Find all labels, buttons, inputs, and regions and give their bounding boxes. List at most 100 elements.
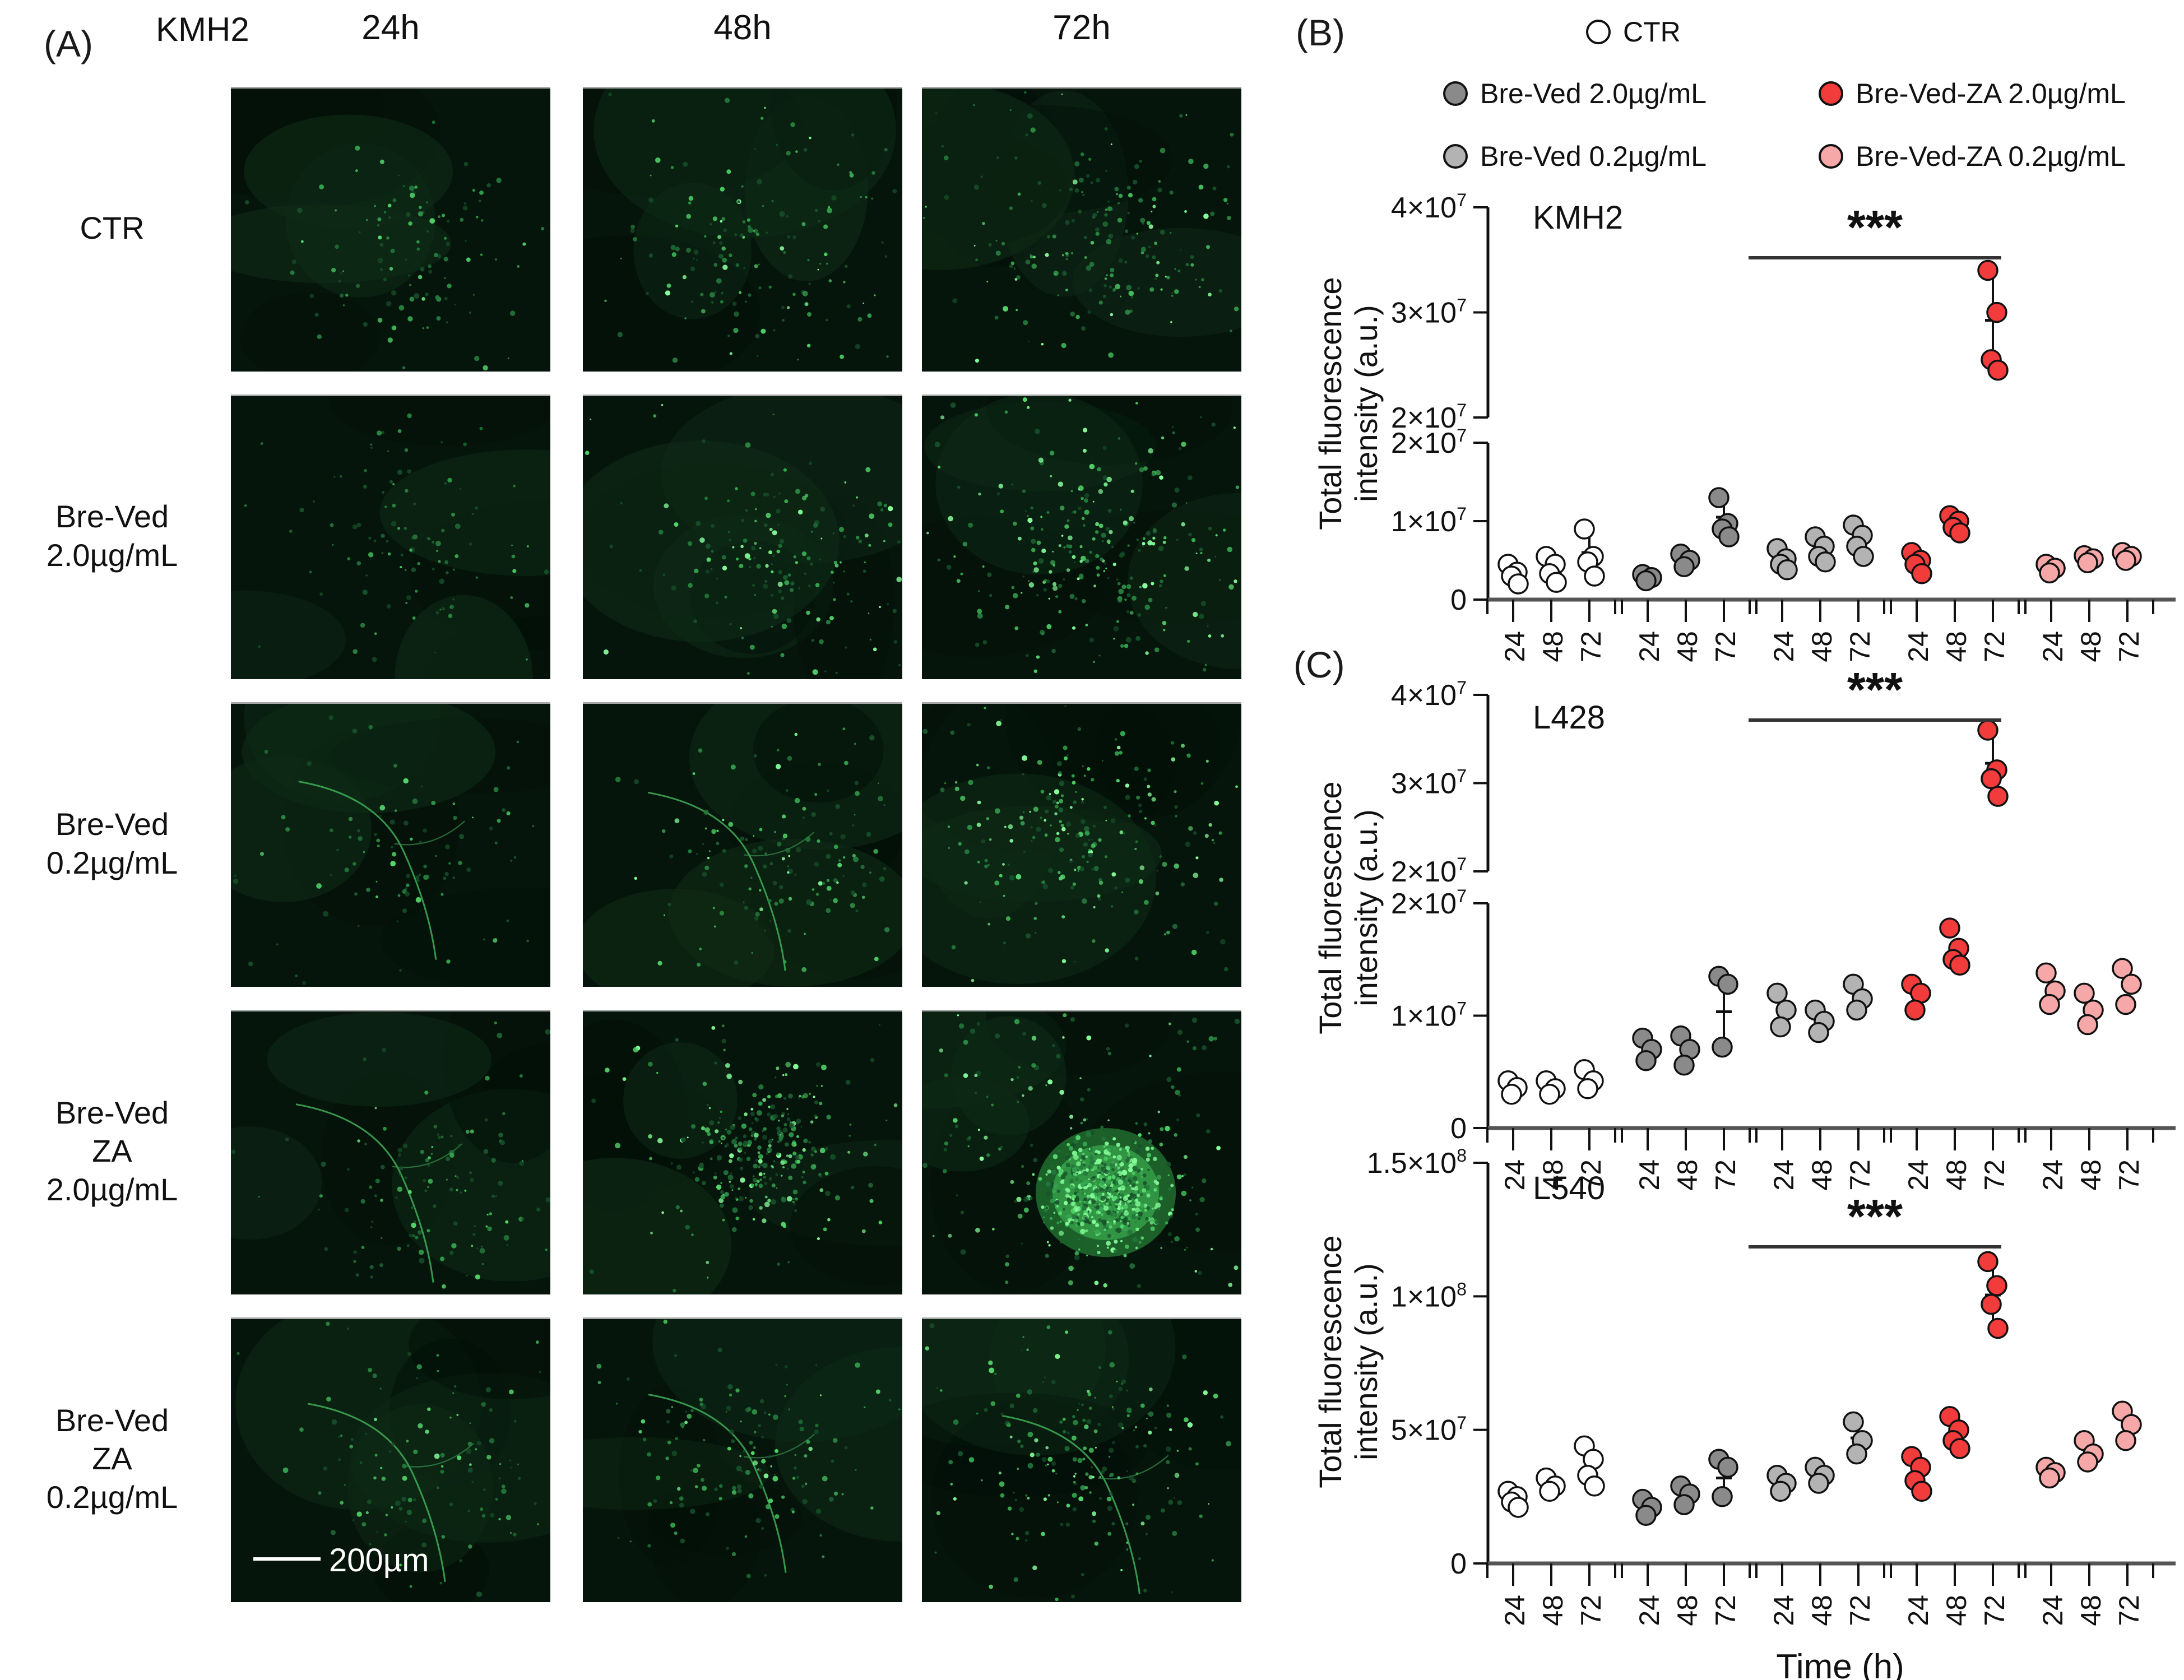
data-point [2115,550,2136,571]
row-label-breved-0.2: Bre-Ved 0.2µg/mL [46,806,178,880]
svg-text:72: 72 [1710,1159,1741,1191]
svg-text:KMH2: KMH2 [1533,199,1623,236]
data-point [1911,563,1932,584]
svg-text:intensity (a.u.): intensity (a.u.) [1348,305,1384,502]
svg-text:72: 72 [1844,1595,1876,1626]
col-header-72h: 72h [1052,8,1111,47]
svg-text:24: 24 [1903,1159,1934,1191]
legend-label-breved-za-2.0: Bre-Ved-ZA 2.0µg/mL [1856,78,2126,109]
svg-text:72: 72 [1575,1595,1607,1626]
data-point [1777,559,1798,581]
svg-text:24: 24 [1499,631,1531,662]
svg-text:3×107: 3×107 [1391,766,1467,800]
svg-text:24: 24 [1634,631,1665,662]
svg-text:48: 48 [1672,631,1703,662]
legend-label-breved-0.2: Bre-Ved 0.2µg/mL [1480,141,1707,172]
significance-stars: *** [1847,1190,1903,1243]
svg-text:5×107: 5×107 [1391,1413,1467,1447]
data-point [1539,1481,1560,1502]
svg-text:72: 72 [1575,631,1607,662]
svg-text:0: 0 [1450,1548,1467,1580]
significance-stars: *** [1847,201,1903,254]
legend-marker-breved-2.0-icon [1443,81,1468,106]
svg-text:72: 72 [1979,631,2010,662]
data-point [2112,958,2133,980]
svg-text:72: 72 [1844,1159,1876,1191]
col-header-48h: 48h [713,8,772,47]
significance-stars: *** [1847,663,1903,717]
svg-text:24: 24 [1903,631,1934,662]
svg-text:72: 72 [1979,1159,2010,1191]
data-point [1987,786,2009,807]
data-point [1977,720,1998,741]
svg-text:48: 48 [1941,1595,1972,1626]
data-point [1577,1078,1598,1099]
data-point [1986,301,2007,323]
data-point [1770,1016,1791,1038]
data-point [1635,570,1657,592]
svg-text:intensity (a.u.): intensity (a.u.) [1348,1263,1384,1460]
svg-text:48: 48 [2075,1159,2107,1191]
svg-text:48: 48 [2075,631,2107,662]
data-point [1673,1054,1695,1076]
data-point [1673,556,1695,577]
data-point [1846,1443,1867,1465]
svg-text:48: 48 [1537,631,1569,662]
svg-text:48: 48 [1806,1159,1838,1191]
svg-text:72: 72 [2113,1159,2145,1191]
svg-text:24: 24 [1634,1595,1665,1626]
data-point [1981,1293,2002,1315]
svg-text:24: 24 [1768,631,1800,662]
svg-text:1.5×108: 1.5×108 [1367,1145,1467,1180]
data-point [1770,1481,1791,1502]
data-point [1718,526,1740,547]
svg-text:24: 24 [2037,1159,2069,1191]
svg-text:24: 24 [2037,1595,2069,1626]
svg-text:2×107: 2×107 [1391,854,1467,888]
data-point [2039,1467,2060,1489]
svg-text:L428: L428 [1533,699,1605,736]
legend-item-breved-za-0.2: Bre-Ved-ZA 0.2µg/mL [1819,140,2126,173]
data-point [1986,1275,2007,1297]
svg-text:48: 48 [1941,631,1972,662]
row-label-ctr: CTR [80,210,145,246]
row-label-breved-za-2.0: Bre-Ved ZA 2.0µg/mL [46,1095,178,1207]
data-point [1981,768,2002,790]
data-point [1574,518,1595,540]
data-point [2077,1014,2098,1036]
svg-text:4×107: 4×107 [1391,190,1467,224]
svg-text:48: 48 [1806,631,1838,662]
scale-bar-label: 200µm [329,1542,429,1579]
row-label-breved-za-0.2: Bre-Ved ZA 0.2µg/mL [46,1403,178,1515]
svg-text:72: 72 [1710,1595,1741,1626]
legend-marker-breved-0.2-icon [1443,144,1468,169]
panel-b-label: (B) [1296,12,1345,53]
legend-label-ctr: CTR [1623,16,1681,48]
data-point [1977,1251,1998,1273]
data-point [2039,994,2060,1015]
data-point [1949,1438,1970,1459]
data-point [1501,1084,1522,1105]
data-point [2077,552,2098,573]
data-point [2115,994,2136,1015]
data-point [1584,565,1605,587]
data-point [1635,1050,1657,1071]
svg-text:72: 72 [1710,631,1741,662]
data-point [1508,1497,1529,1518]
data-point [1546,572,1567,593]
data-point [1508,573,1529,595]
svg-text:24: 24 [1499,1595,1531,1626]
data-point [1939,917,1960,939]
svg-text:24: 24 [1768,1159,1800,1191]
legend-label-breved-2.0: Bre-Ved 2.0µg/mL [1480,78,1707,109]
svg-text:24: 24 [1903,1595,1934,1626]
data-point [1987,1317,2009,1339]
panel-c-label: (C) [1293,644,1345,685]
svg-text:L540: L540 [1533,1170,1605,1206]
data-point [1673,1494,1695,1515]
svg-text:2×107: 2×107 [1391,886,1467,920]
legend-marker-breved-za-2.0-icon [1819,81,1843,106]
svg-text:Total fluorescence: Total fluorescence [1313,1235,1348,1488]
svg-text:2×107: 2×107 [1391,425,1467,460]
